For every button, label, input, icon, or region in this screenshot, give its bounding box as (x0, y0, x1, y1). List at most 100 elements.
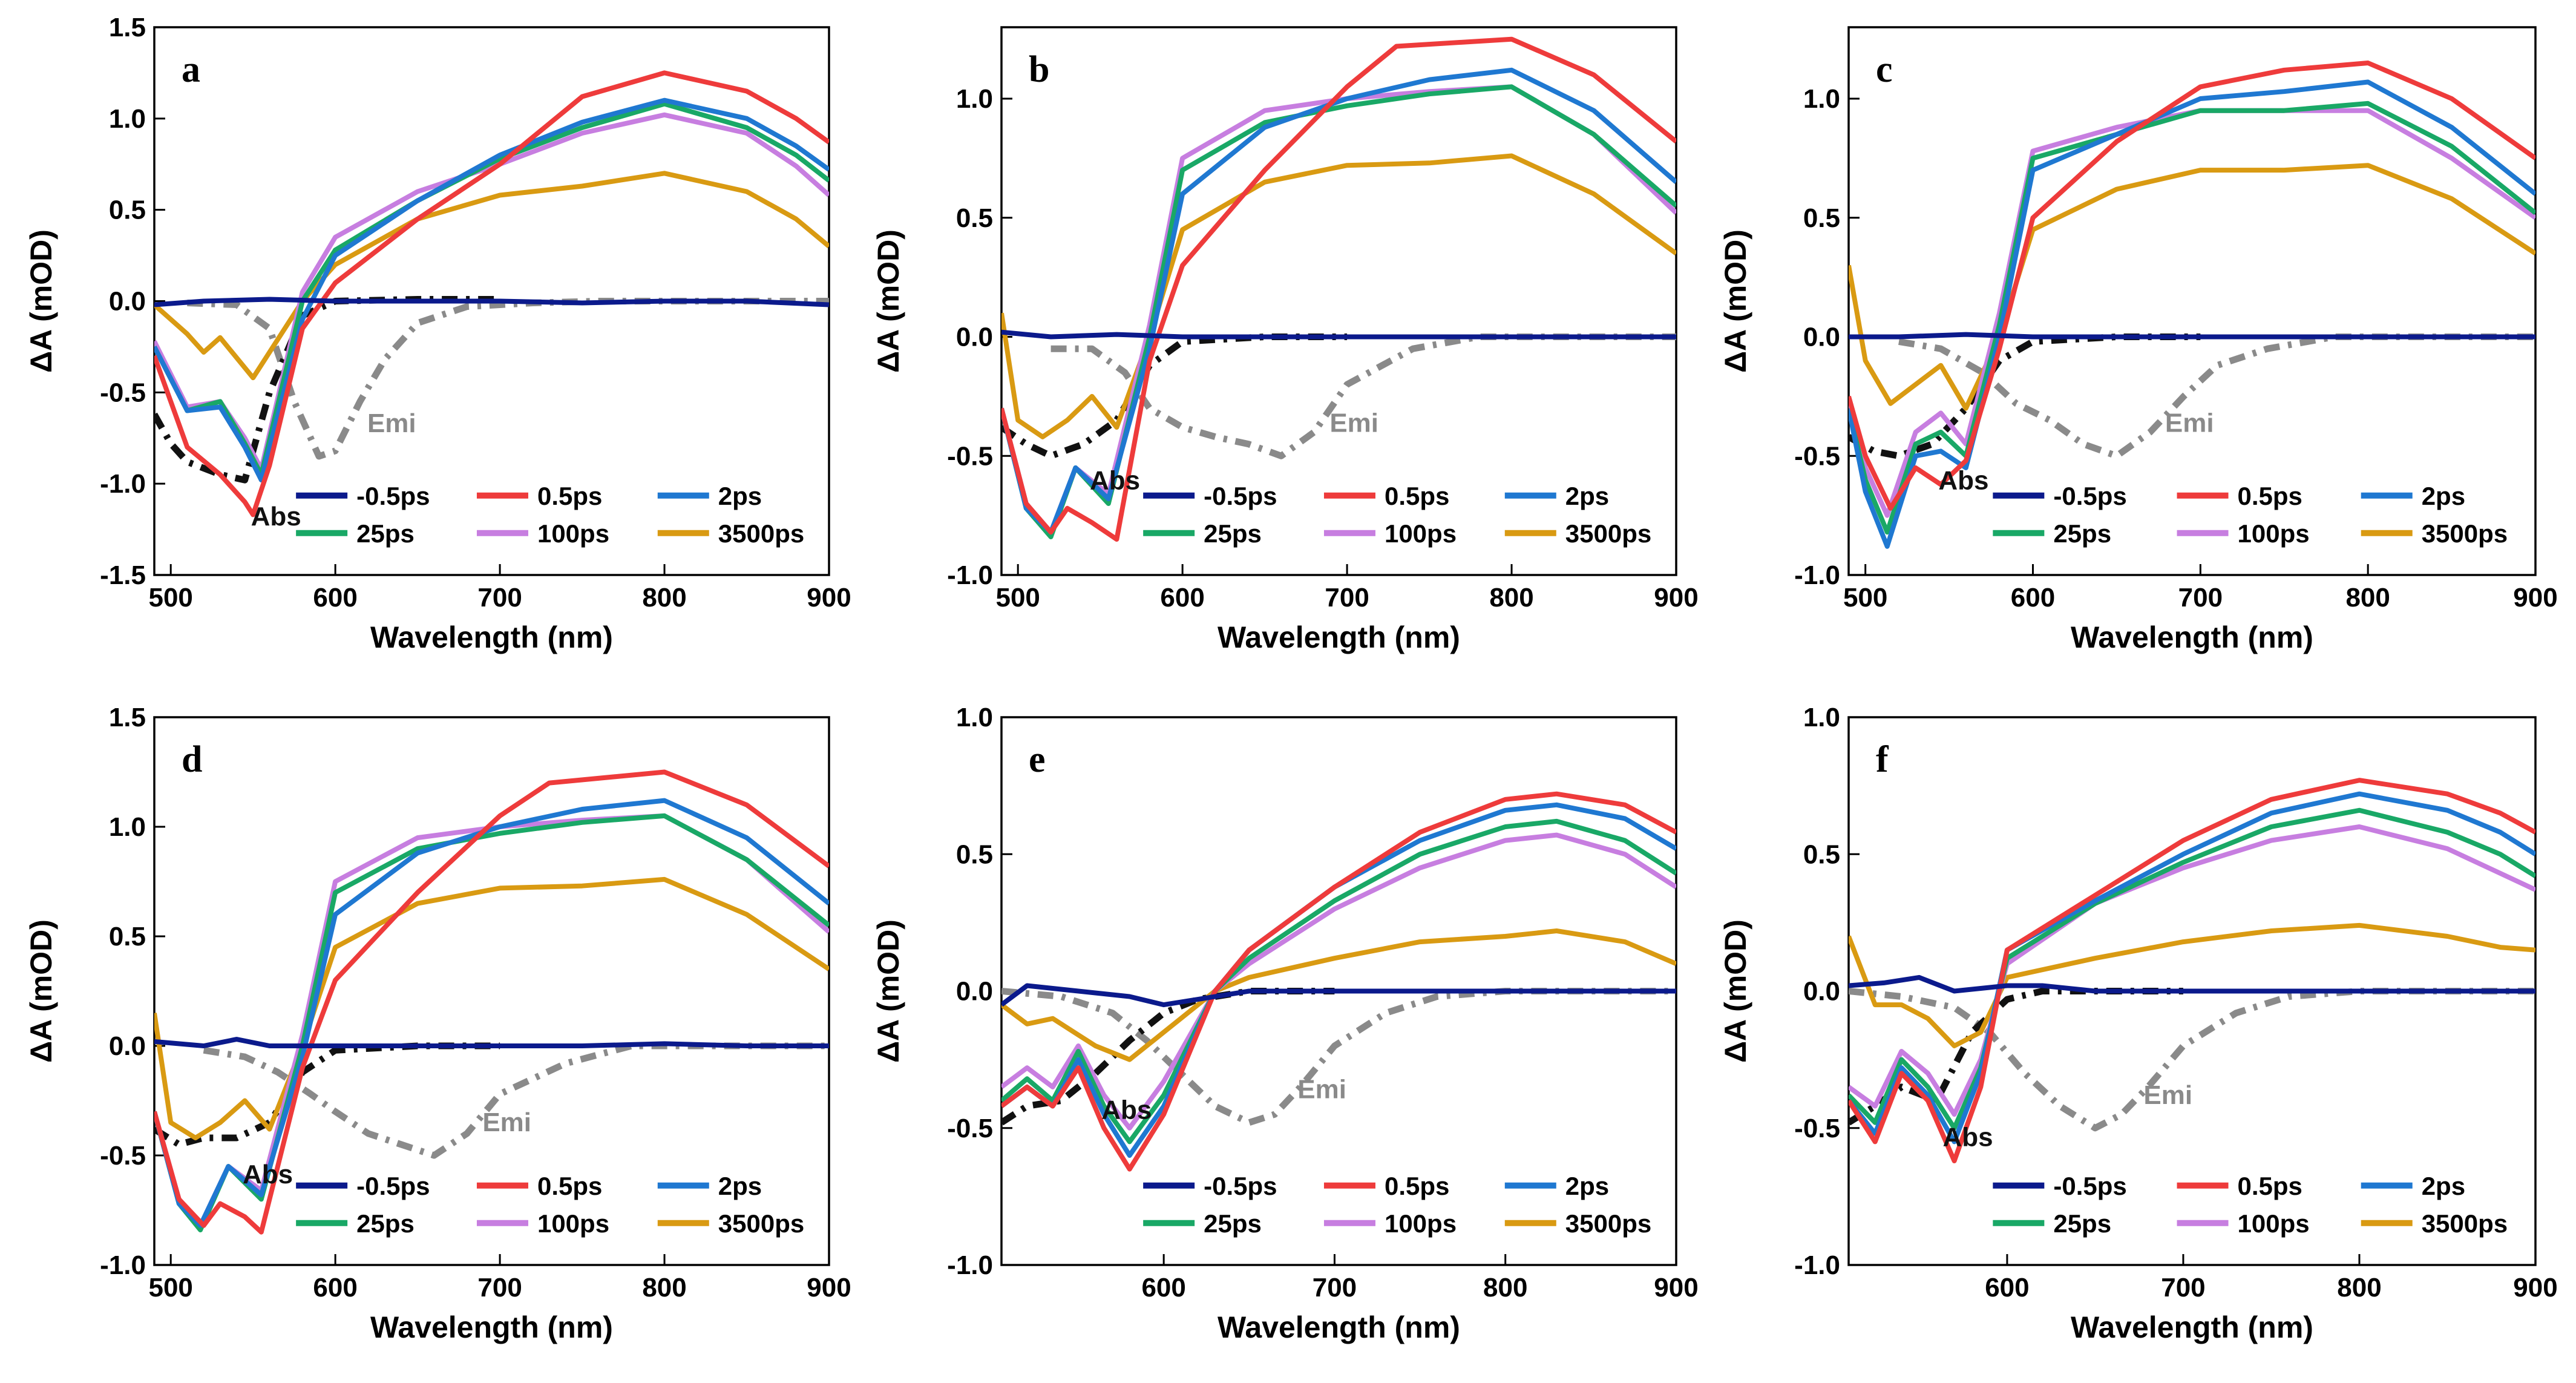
y-axis-label: ΔA (mOD) (1719, 919, 1752, 1063)
x-tick-label: 500 (148, 1273, 192, 1303)
y-tick-label: 1.0 (1803, 84, 1840, 114)
absorption-curve (154, 296, 500, 484)
y-tick-label: -0.5 (1794, 441, 1840, 471)
y-tick-label: 0.5 (109, 195, 146, 225)
series-line--0.5ps (1849, 974, 2535, 994)
panel-letter: d (182, 739, 202, 780)
legend-label: 100ps (537, 1209, 609, 1238)
legend-label: 25ps (356, 519, 415, 548)
plot-data (1849, 61, 2535, 549)
x-tick-label: 800 (2337, 1273, 2381, 1303)
series-line--0.5ps (1001, 983, 1676, 1008)
legend-label: 100ps (2238, 519, 2310, 548)
series-line-0.5ps (154, 769, 829, 1235)
panel-letter: e (1029, 739, 1046, 780)
x-tick-label: 900 (1654, 1273, 1698, 1303)
abs-label: Abs (1090, 466, 1140, 496)
y-tick-label: -1.0 (947, 1250, 993, 1280)
y-tick-label: 1.0 (956, 84, 993, 114)
legend-label: 25ps (1204, 1209, 1262, 1238)
abs-label: Abs (1943, 1123, 1993, 1152)
legend-label: 3500ps (2422, 519, 2508, 548)
plot-data (154, 769, 829, 1235)
abs-label: Abs (243, 1160, 293, 1189)
x-tick-label: 800 (1489, 583, 1533, 613)
legend: -0.5ps 0.5ps 2ps 25ps 100ps 3500ps (1143, 482, 1651, 548)
y-tick-label: -1.0 (100, 469, 146, 499)
abs-label: Abs (1101, 1095, 1152, 1125)
legend-label: 0.5ps (1385, 482, 1449, 510)
series-line--0.5ps (1001, 329, 1676, 340)
plot-frame (153, 716, 830, 1266)
series-line-0.5ps (1849, 778, 2535, 1163)
panel-d: 500 600 700 800 900 -1.0 -0.5 0.0 0.5 1.0 1.5 Wavel… (24, 703, 851, 1344)
legend-label: 100ps (1385, 1209, 1457, 1238)
legend-label: 100ps (2238, 1209, 2310, 1238)
series-line-3500ps (154, 171, 829, 381)
y-tick-label: 0.0 (956, 977, 993, 1007)
y-tick-label: -0.5 (947, 1114, 993, 1143)
series-line-0.5ps (154, 70, 829, 517)
plot-data (154, 70, 829, 517)
legend-label: 0.5ps (537, 482, 602, 510)
legend-label: 25ps (1204, 519, 1262, 548)
y-tick-label: 1.5 (109, 13, 146, 42)
emission-curve (1898, 333, 2535, 459)
x-tick-label: 700 (2178, 583, 2223, 613)
y-tick-label: 0.5 (956, 203, 993, 233)
legend-label: 3500ps (1565, 519, 1651, 548)
legend-label: -0.5ps (1204, 1172, 1277, 1200)
panel-c: 500 600 700 800 900 -1.0 -0.5 0.0 0.5 1.0 Waveleng… (1719, 26, 2558, 654)
y-tick-label: -1.0 (1794, 1250, 1840, 1280)
plot-data (1001, 36, 1676, 542)
x-tick-label: 800 (642, 583, 686, 613)
legend-label: 3500ps (2422, 1209, 2508, 1238)
legend-label: 0.5ps (1385, 1172, 1449, 1200)
y-tick-label: 0.5 (109, 922, 146, 951)
y-tick-label: 0.0 (1803, 977, 1840, 1007)
legend-label: 25ps (2053, 1209, 2111, 1238)
series-line-2ps (154, 798, 829, 1228)
plot-frame (1000, 26, 1677, 576)
x-tick-label: 600 (2011, 583, 2055, 613)
x-tick-label: 900 (807, 1273, 851, 1303)
series-line-3500ps (1849, 922, 2535, 1048)
series-line-25ps (154, 813, 829, 1233)
panel-letter: c (1876, 49, 1893, 90)
x-axis-label: Wavelength (nm) (2071, 1310, 2313, 1344)
legend-label: -0.5ps (1204, 482, 1277, 510)
x-tick-label: 700 (477, 1273, 522, 1303)
series-line-3500ps (1001, 928, 1676, 1062)
y-tick-label: -1.0 (947, 560, 993, 590)
x-axis-label: Wavelength (nm) (1218, 620, 1460, 654)
absorption-curve (1001, 988, 1335, 1126)
x-axis-label: Wavelength (nm) (1218, 1310, 1460, 1344)
emi-label: Emi (482, 1108, 531, 1137)
x-axis-label: Wavelength (nm) (370, 1310, 613, 1344)
y-tick-label: -0.5 (100, 378, 146, 407)
x-tick-label: 800 (642, 1273, 686, 1303)
x-tick-label: 900 (1654, 583, 1698, 613)
y-axis-label: ΔA (mOD) (871, 919, 905, 1063)
legend-label: -0.5ps (2053, 482, 2126, 510)
y-tick-label: 0.5 (1803, 203, 1840, 233)
x-tick-label: 900 (807, 583, 851, 613)
series-line-0.5ps (1849, 61, 2535, 511)
y-tick-label: 0.0 (109, 1031, 146, 1061)
y-axis-label: ΔA (mOD) (24, 919, 58, 1063)
x-tick-label: 700 (1313, 1273, 1357, 1303)
panel-b: 500 600 700 800 900 -1.0 -0.5 0.0 0.5 1.0 Waveleng… (871, 26, 1699, 654)
legend-label: 2ps (1565, 1172, 1609, 1200)
series-line-3500ps (154, 876, 829, 1140)
x-tick-label: 700 (2161, 1273, 2205, 1303)
series-line-2ps (1849, 79, 2535, 549)
legend-label: 3500ps (1565, 1209, 1651, 1238)
series-line-2ps (1001, 67, 1676, 535)
x-tick-label: 900 (2513, 1273, 2557, 1303)
y-tick-label: -1.0 (100, 1250, 146, 1280)
x-axis-label: Wavelength (nm) (2071, 620, 2313, 654)
legend-label: 0.5ps (537, 1172, 602, 1200)
x-axis-label: Wavelength (nm) (370, 620, 613, 654)
legend: -0.5ps 0.5ps 2ps 25ps 100ps 3500ps (1993, 1172, 2508, 1238)
